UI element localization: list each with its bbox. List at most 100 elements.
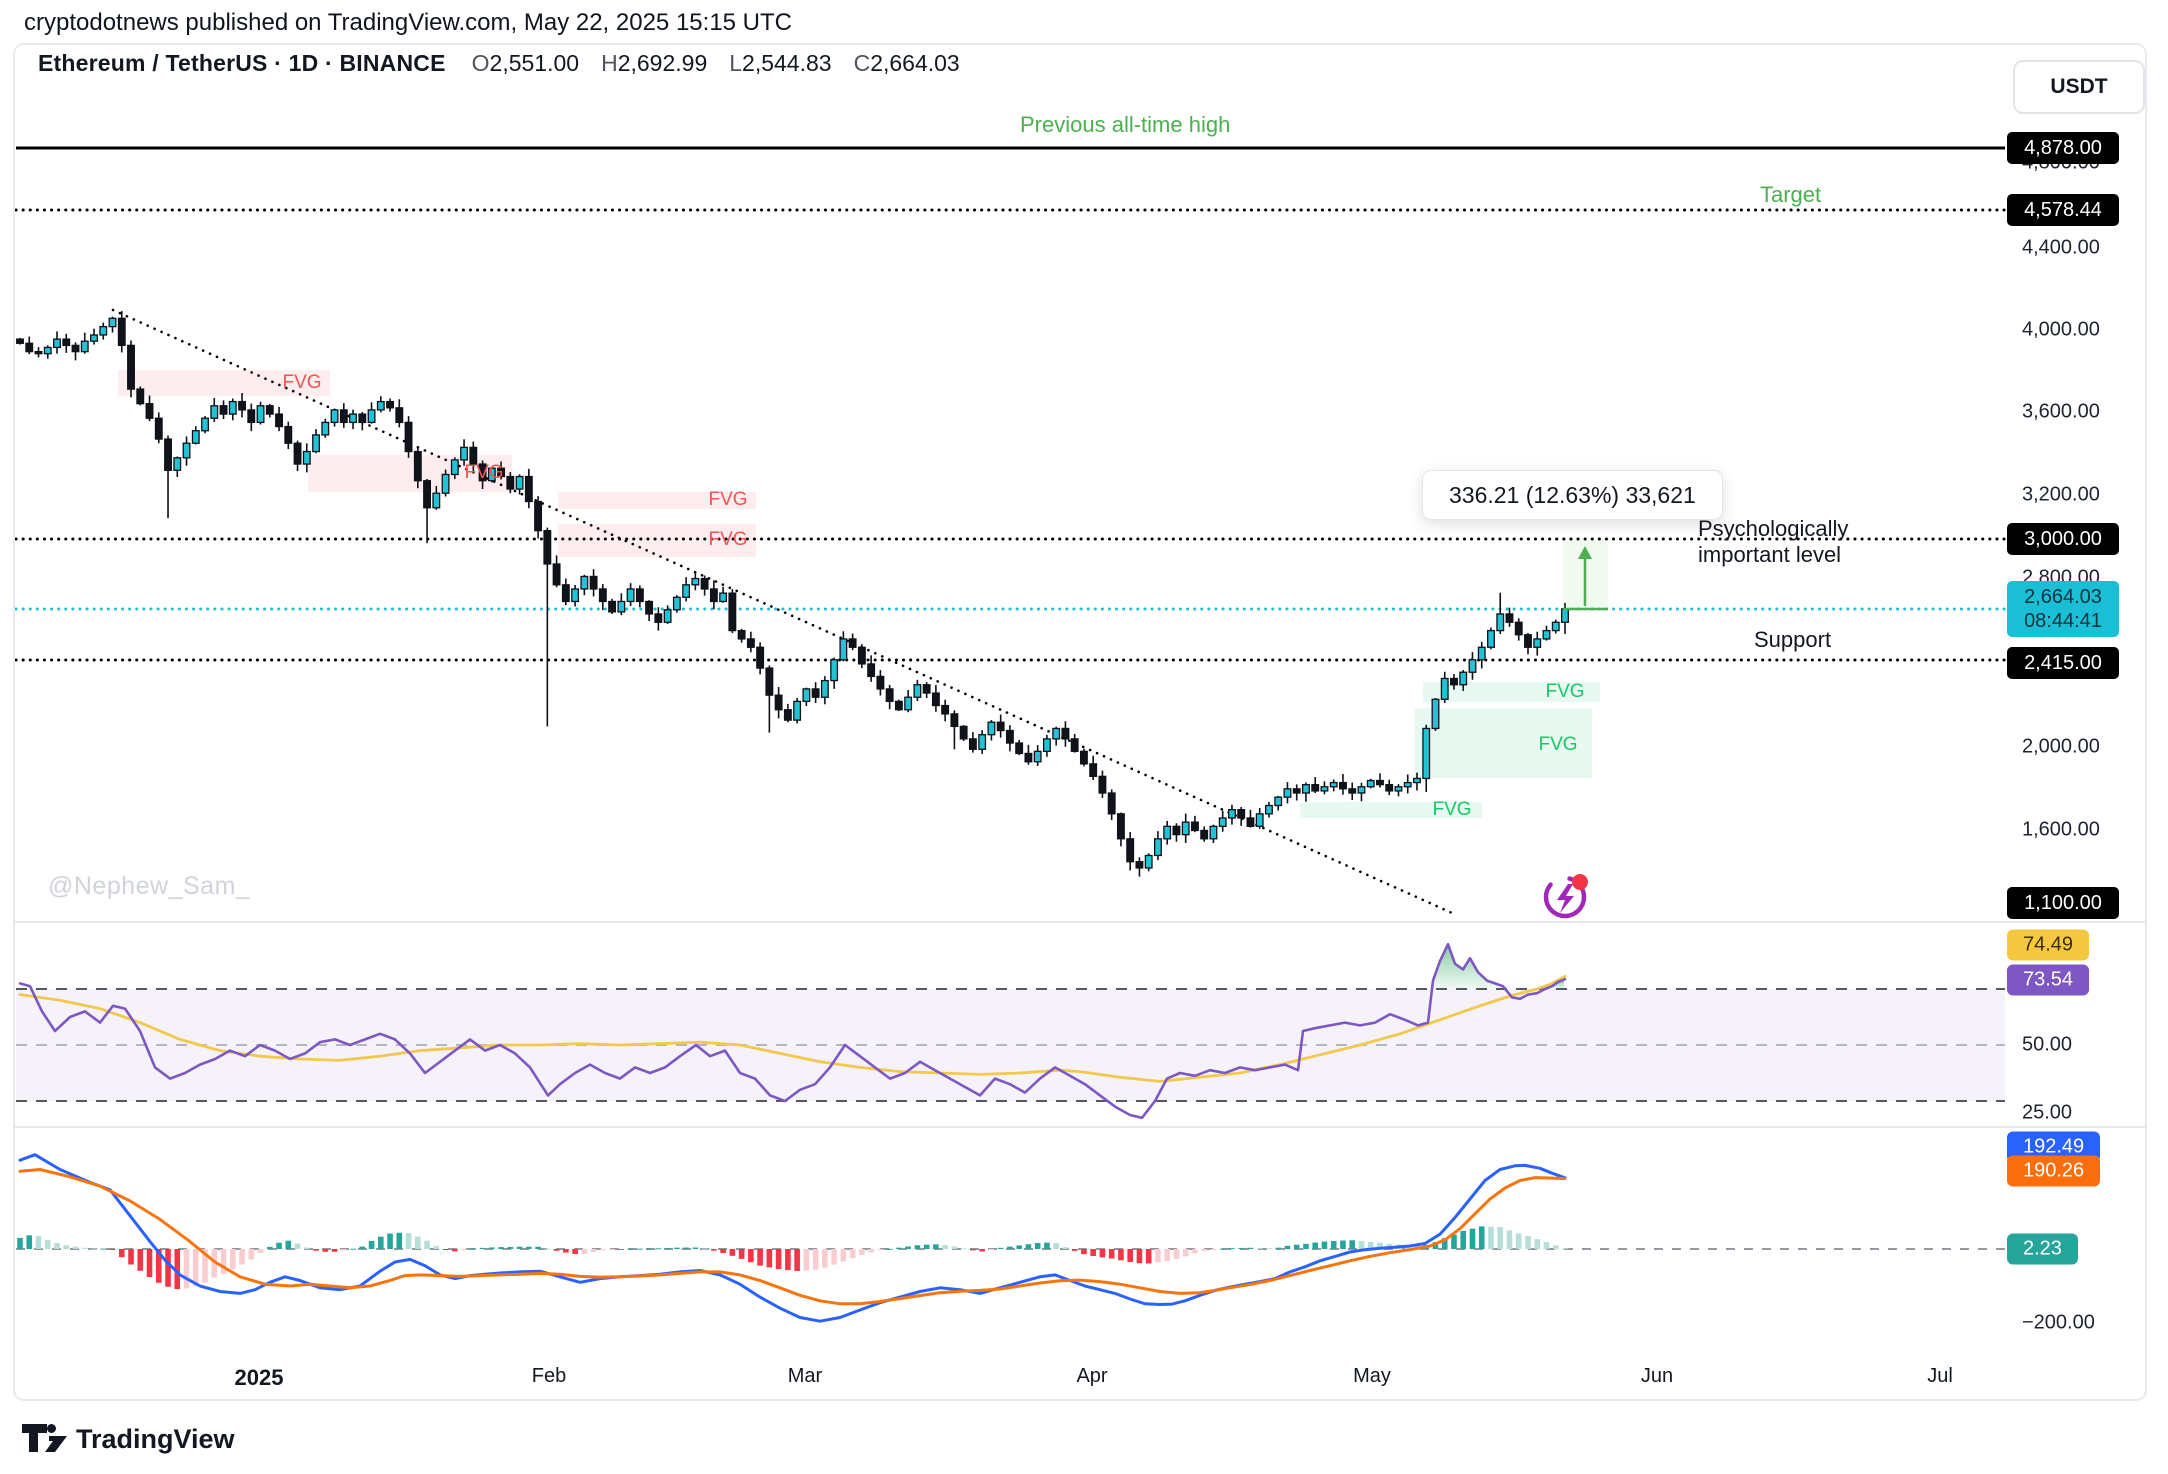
flash-publish-icon[interactable] xyxy=(1543,874,1588,919)
tradingview-brand-text[interactable]: TradingView xyxy=(76,1424,235,1454)
hist-bar xyxy=(1210,1249,1217,1250)
candle-up xyxy=(1459,671,1468,686)
hist-bar xyxy=(128,1249,134,1265)
hist-bar xyxy=(1007,1246,1013,1249)
hist-bar xyxy=(951,1246,958,1249)
hist-bar xyxy=(683,1247,689,1249)
candle-down xyxy=(848,638,857,648)
candle-up xyxy=(90,334,98,342)
candle-down xyxy=(117,317,126,347)
hist-bar xyxy=(1219,1248,1226,1250)
candle-down xyxy=(876,675,885,690)
candle-up xyxy=(191,430,200,444)
candle-down xyxy=(756,646,765,669)
hist-bar xyxy=(1330,1241,1337,1249)
hist-bar xyxy=(72,1246,79,1249)
candle-up xyxy=(1283,788,1292,798)
hist-bar xyxy=(192,1249,199,1287)
hist-bar xyxy=(794,1249,800,1271)
hist-bar xyxy=(609,1249,615,1250)
hist-bar xyxy=(1469,1228,1476,1249)
candle-up xyxy=(376,400,385,411)
candle-down xyxy=(127,344,135,390)
candle-down xyxy=(275,413,283,428)
hist-bar xyxy=(822,1249,828,1268)
hist-bar xyxy=(257,1249,264,1254)
fvg-zone-green xyxy=(1300,802,1482,818)
hist-bar xyxy=(923,1244,930,1249)
hist-bar xyxy=(202,1249,208,1283)
candle-up xyxy=(312,434,320,453)
hist-bar xyxy=(933,1244,939,1249)
candle-down xyxy=(885,688,894,703)
candle-up xyxy=(830,659,839,682)
hist-bar xyxy=(646,1248,652,1250)
hist-bar xyxy=(979,1249,985,1252)
hist-bar xyxy=(294,1243,301,1249)
candle-down xyxy=(1116,813,1125,840)
hist-bar xyxy=(1229,1248,1235,1250)
candle-down xyxy=(1089,763,1098,777)
candle-down xyxy=(413,450,422,482)
hist-bar xyxy=(590,1249,597,1252)
measure-arrowhead xyxy=(1578,546,1592,559)
hist-bar xyxy=(905,1246,911,1249)
candle-down xyxy=(1015,742,1024,755)
candle-up xyxy=(515,475,524,490)
candle-up xyxy=(1422,727,1431,780)
candle-up xyxy=(256,405,265,424)
candle-down xyxy=(1061,727,1070,740)
hist-bar xyxy=(1062,1247,1069,1249)
hist-bar xyxy=(378,1236,384,1249)
hist-bar xyxy=(1451,1234,1457,1249)
candle-up xyxy=(80,340,89,353)
candle-up xyxy=(571,588,580,603)
macd-signal-line xyxy=(18,1168,1567,1306)
hist-bar xyxy=(711,1249,717,1251)
hist-bar xyxy=(248,1249,255,1260)
hist-bar xyxy=(1034,1243,1041,1249)
candle-down xyxy=(395,407,404,424)
candle-down xyxy=(16,338,24,344)
hist-bar xyxy=(433,1246,440,1249)
candle-down xyxy=(811,688,820,698)
hist-bar xyxy=(489,1247,495,1249)
candle-down xyxy=(62,338,71,347)
candle-down xyxy=(894,700,903,711)
tradingview-logo-icon[interactable] xyxy=(22,1424,67,1452)
candle-up xyxy=(1440,677,1449,700)
hist-bar xyxy=(1053,1243,1059,1249)
candle-up xyxy=(1274,796,1283,807)
candle-down xyxy=(358,413,367,424)
candle-up xyxy=(682,584,691,598)
currency-toggle-button[interactable]: USDT xyxy=(2013,60,2145,114)
hist-bar xyxy=(775,1249,782,1270)
candle-down xyxy=(1376,779,1384,786)
candle-down xyxy=(1135,861,1144,869)
hist-bar xyxy=(674,1247,680,1249)
candle-down xyxy=(404,421,413,453)
candle-down xyxy=(423,480,432,509)
candle-down xyxy=(219,405,228,415)
candle-up xyxy=(1366,779,1375,788)
candle-down xyxy=(164,438,172,471)
candle-down xyxy=(968,738,977,750)
hist-bar xyxy=(868,1249,874,1253)
hist-bar xyxy=(701,1248,708,1250)
hist-bar xyxy=(526,1246,532,1249)
candle-up xyxy=(1265,804,1273,815)
hist-bar xyxy=(1552,1245,1559,1249)
candle-up xyxy=(1218,817,1227,827)
candle-down xyxy=(1339,781,1347,790)
candle-up xyxy=(617,600,626,613)
hist-bar xyxy=(655,1248,662,1250)
candle-up xyxy=(672,596,681,611)
candle-up xyxy=(1551,621,1560,632)
candle-down xyxy=(154,417,163,440)
candle-down xyxy=(654,613,663,623)
candle-down xyxy=(478,463,487,482)
hist-bar xyxy=(26,1235,33,1249)
candle-down xyxy=(931,692,940,707)
fvg-zone-green xyxy=(1423,682,1600,702)
